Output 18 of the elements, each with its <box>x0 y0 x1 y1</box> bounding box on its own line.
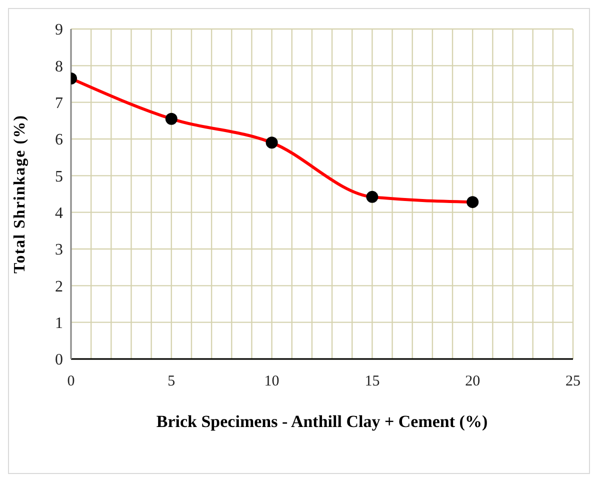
x-axis-title: Brick Specimens - Anthill Clay + Cement (%) <box>156 412 488 431</box>
x-tick-label: 20 <box>465 374 480 390</box>
y-tick-label: 3 <box>55 242 63 259</box>
y-tick-label: 0 <box>55 352 63 369</box>
x-tick-label: 10 <box>264 374 280 390</box>
y-tick-label: 2 <box>55 278 63 296</box>
x-tick-label: 25 <box>566 374 580 390</box>
x-tick-label: 5 <box>168 374 176 390</box>
y-tick-label: 4 <box>55 205 63 222</box>
y-tick-label: 9 <box>55 22 63 39</box>
x-tick-label: 15 <box>364 374 380 390</box>
y-tick-label: 7 <box>55 95 63 112</box>
y-tick-label: 1 <box>55 315 63 332</box>
y-tick-label: 8 <box>55 58 63 76</box>
x-tick-label: 0 <box>67 374 75 390</box>
y-axis-title: Total Shrinkage (%) <box>12 114 29 274</box>
y-tick-label: 5 <box>55 168 63 186</box>
y-tick-label: 6 <box>55 132 63 149</box>
